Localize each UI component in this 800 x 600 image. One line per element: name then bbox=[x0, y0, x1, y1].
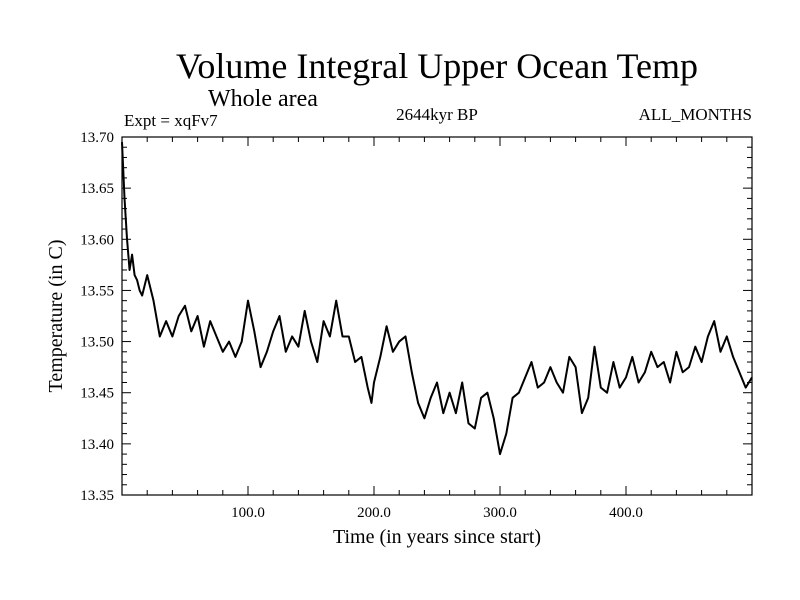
chart-subtitle: Whole area bbox=[208, 86, 318, 112]
x-tick-label: 400.0 bbox=[609, 505, 643, 521]
plot-frame bbox=[121, 136, 753, 496]
period-label: 2644kyr BP bbox=[396, 105, 478, 124]
x-tick-label: 300.0 bbox=[483, 505, 517, 521]
y-tick-label: 13.60 bbox=[80, 232, 114, 248]
series-group bbox=[121, 142, 753, 456]
y-tick-label: 13.65 bbox=[80, 181, 114, 197]
y-axis: 13.35 13.40 13.45 13.50 13.55 13.60 13.65 13.70 bbox=[80, 130, 752, 504]
x-tick-label: 200.0 bbox=[357, 505, 391, 521]
y-tick-label: 13.55 bbox=[80, 283, 114, 299]
y-tick-label: 13.35 bbox=[80, 488, 114, 504]
chart-title: Volume Integral Upper Ocean Temp bbox=[176, 46, 698, 86]
months-label: ALL_MONTHS bbox=[639, 105, 752, 124]
y-tick-label: 13.45 bbox=[80, 386, 114, 402]
y-tick-label: 13.70 bbox=[80, 130, 114, 146]
experiment-label: Expt = xqFv7 bbox=[124, 111, 218, 130]
series-line bbox=[121, 142, 753, 456]
x-tick-label: 100.0 bbox=[231, 505, 265, 521]
x-axis: 100.0 200.0 300.0 400.0 bbox=[146, 137, 728, 521]
x-axis-label: Time (in years since start) bbox=[333, 526, 541, 548]
y-tick-label: 13.40 bbox=[80, 437, 114, 453]
y-tick-label: 13.50 bbox=[80, 335, 114, 351]
y-axis-label: Temperature (in C) bbox=[45, 240, 67, 393]
